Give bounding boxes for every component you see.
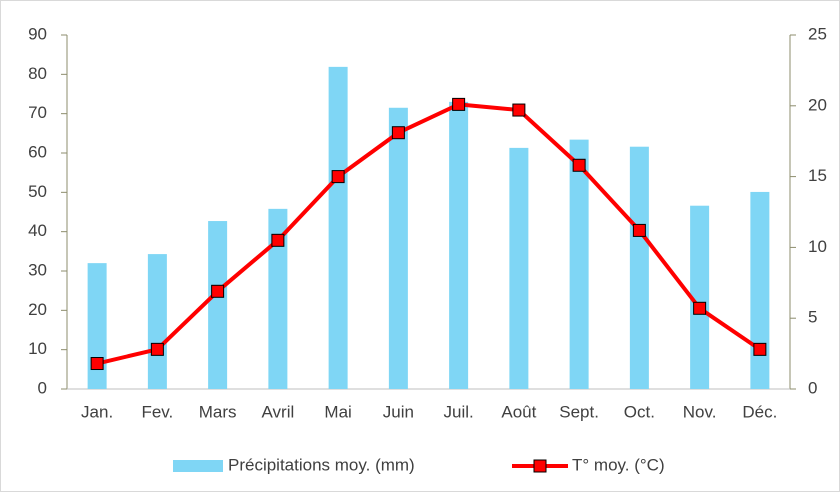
- y2-tick-label: 15: [808, 166, 827, 185]
- line: [96, 102, 762, 366]
- marker: [693, 301, 707, 315]
- marker: [90, 357, 104, 371]
- marker: [150, 342, 164, 356]
- x-tick-label: Mars: [199, 402, 237, 421]
- bar: [629, 146, 649, 389]
- bar: [147, 254, 167, 389]
- legend-label: Précipitations moy. (mm): [228, 455, 415, 474]
- y-tick-label: 0: [38, 378, 47, 397]
- x-tick-label: Août: [501, 402, 536, 421]
- bar: [268, 208, 288, 389]
- x-tick-label: Mai: [324, 402, 351, 421]
- y2-tick-label: 10: [808, 237, 827, 256]
- x-tick-label: Oct.: [624, 402, 655, 421]
- x-tick-label: Avril: [262, 402, 295, 421]
- y-tick-label: 40: [28, 221, 47, 240]
- bar: [208, 221, 228, 389]
- x-tick-label: Juil.: [444, 402, 474, 421]
- marker: [331, 170, 345, 184]
- x-tick-label: Nov.: [683, 402, 717, 421]
- legend-swatch: [173, 460, 223, 472]
- y2-tick-label: 0: [808, 378, 817, 397]
- y2-tick-label: 5: [808, 308, 817, 327]
- bar: [388, 107, 408, 390]
- y-tick-label: 70: [28, 103, 47, 122]
- legend-label: T° moy. (°C): [572, 455, 665, 474]
- y-tick-label: 20: [28, 300, 47, 319]
- y2-tick-label: 25: [808, 24, 827, 43]
- marker: [512, 103, 526, 117]
- y-tick-label: 30: [28, 260, 47, 279]
- y-tick-label: 90: [28, 24, 47, 43]
- x-tick-label: Juin: [383, 402, 414, 421]
- bar: [690, 205, 710, 389]
- marker: [271, 233, 285, 247]
- x-tick-label: Sept.: [559, 402, 599, 421]
- y-tick-label: 60: [28, 142, 47, 161]
- marker: [391, 126, 405, 140]
- marker: [632, 223, 646, 237]
- x-tick-label: Déc.: [742, 402, 777, 421]
- bar: [509, 147, 529, 389]
- bar: [750, 191, 770, 389]
- marker: [572, 158, 586, 172]
- marker: [753, 342, 767, 356]
- marker: [452, 97, 466, 111]
- x-tick-label: Jan.: [81, 402, 113, 421]
- bar: [87, 263, 107, 389]
- y-tick-label: 10: [28, 339, 47, 358]
- legend-swatch: [533, 459, 547, 473]
- y-tick-label: 80: [28, 64, 47, 83]
- bar: [569, 139, 589, 389]
- y2-tick-label: 20: [808, 95, 827, 114]
- y-tick-label: 50: [28, 182, 47, 201]
- bar: [328, 66, 348, 390]
- x-tick-label: Fev.: [141, 402, 173, 421]
- marker: [211, 284, 225, 298]
- bar: [449, 101, 469, 389]
